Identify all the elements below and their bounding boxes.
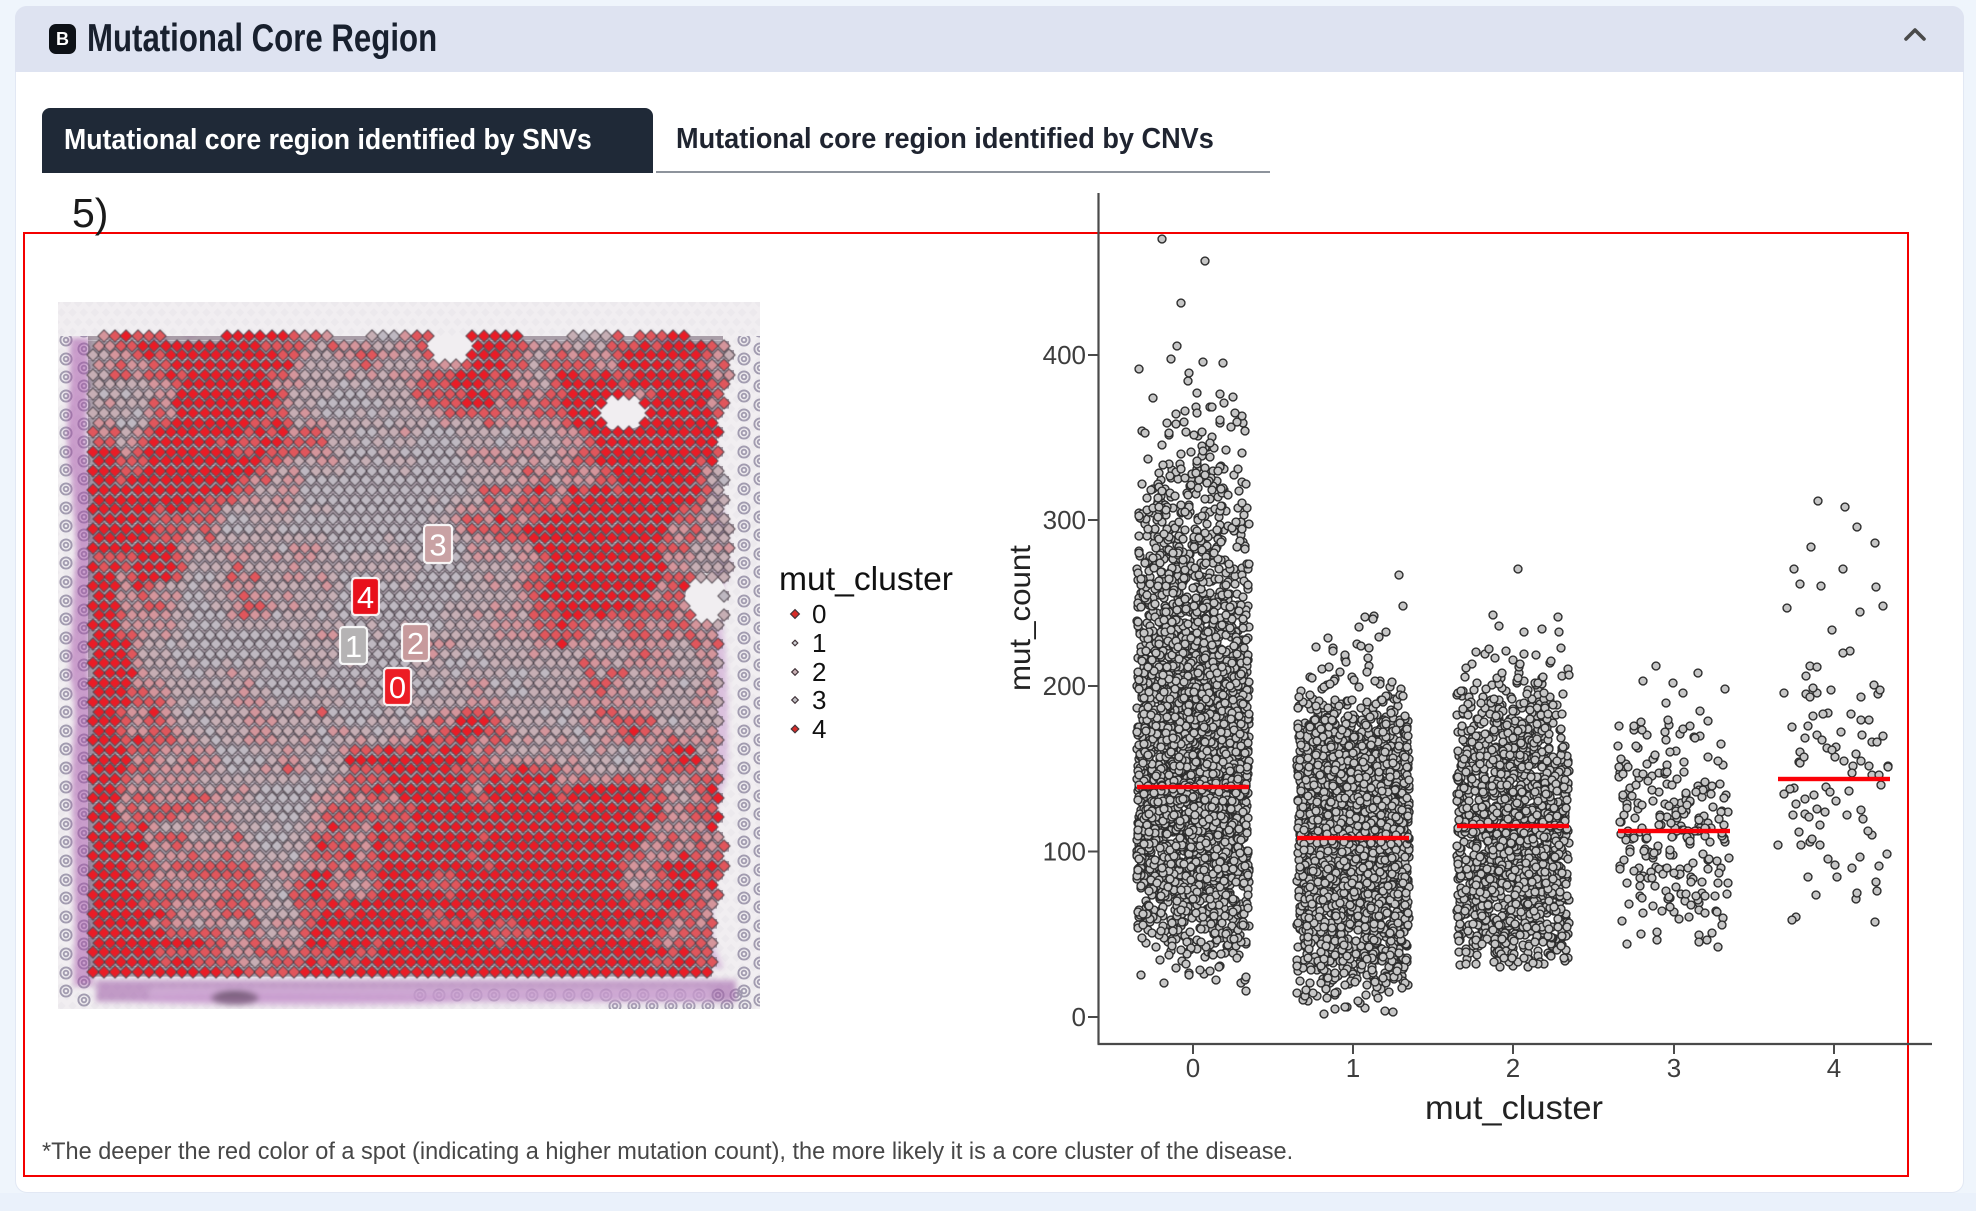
- svg-text:0: 0: [389, 670, 406, 705]
- svg-text:300: 300: [1043, 505, 1086, 535]
- svg-text:0: 0: [1072, 1002, 1086, 1032]
- svg-text:4: 4: [357, 580, 374, 615]
- svg-text:2: 2: [407, 626, 424, 661]
- svg-text:1: 1: [1346, 1053, 1360, 1083]
- svg-text:mut_cluster: mut_cluster: [779, 560, 953, 597]
- svg-text:2: 2: [812, 657, 826, 687]
- svg-text:1: 1: [812, 628, 826, 658]
- svg-text:400: 400: [1043, 340, 1086, 370]
- svg-text:4: 4: [1827, 1053, 1841, 1083]
- svg-text:200: 200: [1043, 671, 1086, 701]
- svg-text:1: 1: [345, 629, 362, 664]
- svg-text:3: 3: [812, 685, 826, 715]
- svg-text:2: 2: [1506, 1053, 1520, 1083]
- svg-text:3: 3: [429, 528, 446, 563]
- svg-text:mut_cluster: mut_cluster: [1425, 1089, 1603, 1126]
- svg-text:0: 0: [1186, 1053, 1200, 1083]
- svg-text:0: 0: [812, 599, 826, 629]
- svg-text:3: 3: [1667, 1053, 1681, 1083]
- svg-text:100: 100: [1043, 837, 1086, 867]
- svg-text:mut_count: mut_count: [1004, 544, 1037, 691]
- svg-text:4: 4: [812, 714, 826, 744]
